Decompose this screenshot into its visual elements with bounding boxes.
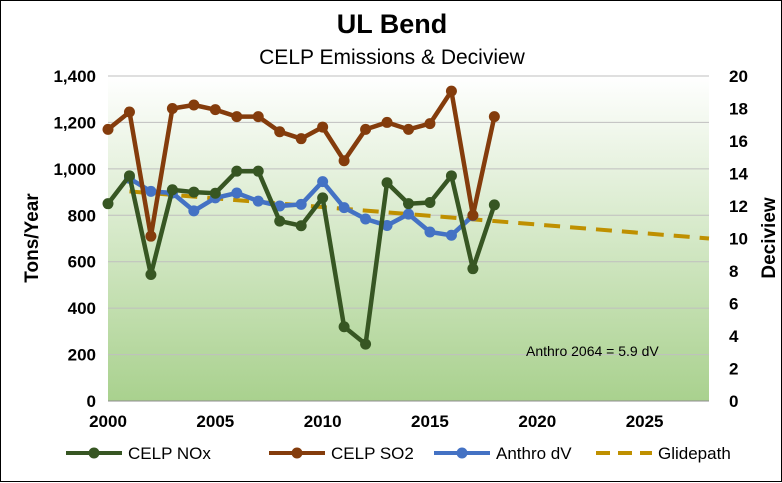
y2-tick-label: 12 bbox=[729, 197, 748, 216]
y2-tick-label: 16 bbox=[729, 132, 748, 151]
x-tick-label: 2015 bbox=[411, 412, 449, 431]
celp-nox-point bbox=[231, 165, 243, 177]
y-tick-label: 1,400 bbox=[53, 67, 96, 86]
celp-so2-point bbox=[467, 209, 479, 221]
legend-label: CELP SO2 bbox=[331, 444, 414, 463]
celp-so2-point bbox=[166, 103, 178, 114]
legend-marker bbox=[456, 447, 468, 459]
x-tick-label: 2020 bbox=[518, 412, 556, 431]
legend-marker bbox=[291, 447, 303, 459]
x-tick-label: 2005 bbox=[196, 412, 234, 431]
anthro-dv-point bbox=[360, 213, 372, 225]
y2-tick-label: 2 bbox=[729, 360, 738, 379]
y-tick-label: 600 bbox=[68, 253, 96, 272]
y2-tick-label: 20 bbox=[729, 67, 748, 86]
celp-nox-point bbox=[467, 263, 479, 275]
celp-nox-point bbox=[274, 215, 286, 227]
celp-nox-point bbox=[424, 197, 436, 209]
y2-tick-label: 8 bbox=[729, 262, 738, 281]
anthro-dv-point bbox=[145, 185, 157, 197]
celp-so2-point bbox=[274, 126, 286, 138]
legend-label: Anthro dV bbox=[496, 444, 572, 463]
celp-so2-point bbox=[252, 111, 264, 123]
anthro-dv-point bbox=[188, 205, 200, 217]
y-tick-label: 1,200 bbox=[53, 113, 96, 132]
y-tick-label: 200 bbox=[68, 346, 96, 365]
y2-tick-label: 10 bbox=[729, 230, 748, 249]
x-tick-label: 2000 bbox=[89, 412, 127, 431]
anthro-2064-annotation: Anthro 2064 = 5.9 dV bbox=[526, 343, 659, 359]
gridlines bbox=[108, 75, 709, 402]
celp-so2-point bbox=[102, 123, 114, 135]
celp-nox-point bbox=[488, 199, 500, 211]
celp-nox-point bbox=[209, 187, 221, 199]
celp-nox-point bbox=[317, 192, 329, 204]
legend-label: Glidepath bbox=[658, 444, 731, 463]
anthro-dv-point bbox=[252, 195, 264, 207]
anthro-dv-point bbox=[445, 229, 457, 241]
y-tick-label: 0 bbox=[87, 392, 96, 411]
celp-so2-point bbox=[209, 104, 221, 116]
y2-axis-label: Deciview bbox=[759, 197, 780, 279]
celp-nox-point bbox=[252, 165, 264, 177]
legend-item-anthro-dv: Anthro dV bbox=[434, 444, 572, 463]
legend-marker bbox=[88, 447, 100, 459]
celp-so2-point bbox=[231, 111, 243, 123]
legend-item-celp-nox: CELP NOx bbox=[66, 444, 211, 463]
y-tick-label: 400 bbox=[68, 299, 96, 318]
legend-item-glidepath: Glidepath bbox=[596, 444, 731, 463]
y-tick-label: 800 bbox=[68, 206, 96, 225]
y-tick-label: 1,000 bbox=[53, 160, 96, 179]
celp-so2-point bbox=[445, 85, 457, 97]
celp-nox-point bbox=[381, 177, 393, 189]
x-tick-label: 2025 bbox=[626, 412, 664, 431]
celp-so2-point bbox=[338, 155, 350, 167]
y2-tick-label: 6 bbox=[729, 295, 738, 314]
celp-so2-point bbox=[188, 99, 200, 111]
celp-nox-point bbox=[123, 170, 135, 182]
anthro-dv-point bbox=[424, 226, 436, 238]
celp-so2-point bbox=[360, 123, 372, 135]
chart-subtitle: CELP Emissions & Deciview bbox=[259, 46, 526, 69]
celp-nox-point bbox=[188, 186, 200, 198]
anthro-dv-point bbox=[231, 187, 243, 199]
celp-nox-point bbox=[403, 198, 414, 210]
tick-labels: 0 200 400 600 800 1,000 1,200 1,400 0 2 4 6 8 10 12 14 1… bbox=[53, 67, 748, 431]
legend: CELP NOx CELP SO2 Anthro dV Glidepath bbox=[66, 444, 731, 463]
celp-so2-point bbox=[145, 230, 157, 242]
anthro-dv-point bbox=[338, 202, 350, 214]
legend-label: CELP NOx bbox=[128, 444, 211, 463]
legend-item-celp-so2: CELP SO2 bbox=[269, 444, 414, 463]
celp-nox-point bbox=[145, 268, 157, 280]
celp-so2-point bbox=[424, 118, 436, 130]
celp-nox-point bbox=[445, 170, 457, 182]
anthro-dv-point bbox=[317, 176, 329, 188]
y2-tick-label: 0 bbox=[729, 392, 738, 411]
y2-tick-label: 14 bbox=[729, 165, 748, 184]
series-layer bbox=[102, 85, 710, 350]
celp-nox-point bbox=[295, 220, 307, 232]
celp-nox-point bbox=[360, 338, 372, 350]
chart-title: UL Bend bbox=[337, 9, 448, 39]
y2-tick-label: 18 bbox=[729, 100, 748, 119]
y2-tick-label: 4 bbox=[729, 327, 739, 346]
y-axis-label: Tons/Year bbox=[22, 193, 43, 283]
celp-nox-point bbox=[166, 184, 178, 196]
celp-so2-point bbox=[488, 111, 500, 123]
anthro-dv-point bbox=[274, 200, 286, 212]
celp-so2-point bbox=[295, 133, 307, 145]
x-tick-label: 2010 bbox=[304, 412, 342, 431]
celp-so2-point bbox=[123, 106, 135, 118]
celp-so2-point bbox=[403, 123, 414, 135]
celp-nox-point bbox=[102, 198, 114, 210]
glidepath-line bbox=[129, 189, 710, 241]
celp-nox-point bbox=[338, 321, 350, 333]
anthro-dv-point bbox=[381, 220, 393, 231]
anthro-dv-point bbox=[295, 198, 307, 210]
celp-so2-point bbox=[317, 121, 329, 133]
anthro-dv-point bbox=[403, 208, 414, 220]
celp-so2-point bbox=[381, 116, 393, 128]
